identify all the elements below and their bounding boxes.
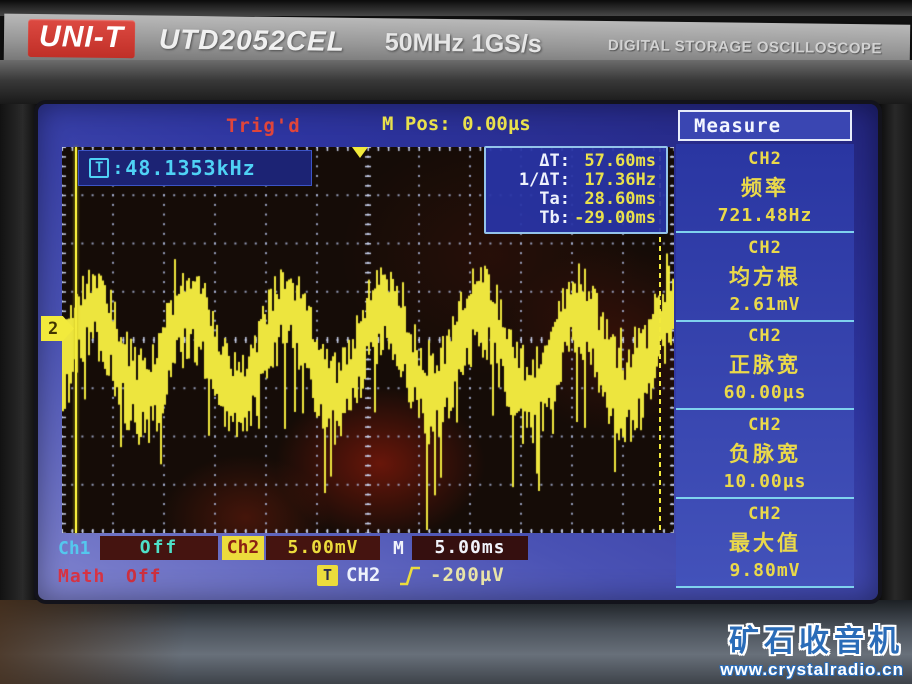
cursor-row-delta-t: ΔT: 57.60ms bbox=[492, 152, 656, 171]
trigger-t-icon: T bbox=[89, 158, 110, 178]
ch2-scale-box: 5.00mV bbox=[266, 536, 380, 560]
uni-t-logo: UNI-T bbox=[27, 18, 136, 59]
panel-value: 60.00µs bbox=[723, 382, 807, 404]
measure-menu: CH2 频率 721.48Hz CH2 均方根 2.61mV CH2 正脉宽 6… bbox=[676, 144, 854, 588]
rising-edge-icon bbox=[400, 566, 420, 586]
trigger-status-text: Trig'd bbox=[226, 115, 301, 137]
measure-panel-frequency[interactable]: CH2 频率 721.48Hz bbox=[676, 144, 854, 233]
panel-value: 721.48Hz bbox=[717, 204, 813, 226]
status-row-1: Ch1 Off Ch2 5.00mV M 5.00ms bbox=[38, 535, 674, 562]
math-label: Math bbox=[58, 566, 106, 587]
cursor-label: 1/ΔT: bbox=[518, 170, 570, 190]
panel-label: 负脉宽 bbox=[729, 442, 801, 467]
cursor-label: Ta: bbox=[539, 189, 570, 209]
panel-label: 均方根 bbox=[729, 264, 801, 289]
panel-value: 9.80mV bbox=[729, 560, 801, 582]
cursor-a-line bbox=[659, 147, 661, 533]
cursor-row-tb: Tb: -29.00ms bbox=[492, 209, 656, 228]
ch2-marker-number: 2 bbox=[48, 318, 59, 339]
oscilloscope-screen: Trig'd M Pos: 0.00µs Measure 2 T : 48.13… bbox=[38, 104, 878, 600]
panel-label: 正脉宽 bbox=[729, 353, 801, 378]
status-row-2: Math Off T CH2 -200µV bbox=[38, 562, 674, 592]
cursor-row-inv-delta-t: 1/ΔT: 17.36Hz bbox=[492, 171, 656, 190]
counter-colon: : bbox=[112, 157, 124, 179]
bezel-left bbox=[0, 104, 38, 602]
timebase-box: 5.00ms bbox=[412, 536, 528, 560]
watermark-url: www.crystalradio.cn bbox=[720, 660, 904, 679]
trigger-position-marker-icon bbox=[352, 147, 368, 158]
trigger-source: CH2 bbox=[346, 564, 381, 586]
bezel-right bbox=[878, 104, 912, 602]
cursor-row-ta: Ta: 28.60ms bbox=[492, 190, 656, 209]
model-text: UTD2052CEL bbox=[158, 23, 346, 57]
panel-value: 2.61mV bbox=[729, 293, 801, 315]
measure-panel-pos-width[interactable]: CH2 正脉宽 60.00µs bbox=[676, 322, 854, 411]
panel-channel: CH2 bbox=[748, 326, 782, 347]
brand-text: UNI-T bbox=[38, 20, 125, 55]
bezel-top-shadow bbox=[0, 0, 912, 16]
cursor-value: 28.60ms bbox=[584, 189, 656, 209]
watermark: 矿石收音机 www.crystalradio.cn bbox=[720, 616, 904, 680]
menu-title[interactable]: Measure bbox=[678, 110, 852, 141]
trigger-t-tag: T bbox=[317, 565, 338, 586]
math-status: Off bbox=[126, 566, 162, 587]
measure-panel-neg-width[interactable]: CH2 负脉宽 10.00µs bbox=[676, 410, 854, 500]
panel-channel: CH2 bbox=[748, 415, 782, 436]
panel-channel: CH2 bbox=[748, 237, 782, 258]
measure-panel-max[interactable]: CH2 最大值 9.80mV bbox=[676, 499, 854, 588]
device-type-text: DIGITAL STORAGE OSCILLOSCOPE bbox=[607, 36, 883, 57]
cursor-measure-box: ΔT: 57.60ms 1/ΔT: 17.36Hz Ta: 28.60ms Tb… bbox=[484, 146, 668, 234]
panel-label: 最大值 bbox=[729, 531, 801, 556]
cursor-value: 57.60ms bbox=[584, 151, 656, 171]
specs-text: 50MHz 1GS/s bbox=[384, 27, 542, 58]
ch1-status-box: Off bbox=[100, 536, 218, 560]
ch1-label: Ch1 bbox=[58, 538, 91, 559]
measure-panel-rms[interactable]: CH2 均方根 2.61mV bbox=[676, 233, 854, 322]
m-pos-readout: M Pos: 0.00µs bbox=[382, 113, 531, 135]
panel-channel: CH2 bbox=[748, 148, 782, 169]
panel-value: 10.00µs bbox=[723, 471, 807, 493]
panel-channel: CH2 bbox=[748, 504, 782, 525]
counter-value: 48.1353kHz bbox=[125, 156, 256, 180]
bezel-upper bbox=[0, 60, 912, 106]
frequency-counter: T : 48.1353kHz bbox=[78, 150, 312, 186]
watermark-title: 矿石收音机 bbox=[729, 625, 904, 658]
panel-label: 频率 bbox=[741, 175, 789, 200]
bezel-bottom-shade bbox=[0, 600, 260, 684]
cursor-value: -29.00ms bbox=[574, 208, 656, 228]
trigger-level: -200µV bbox=[430, 564, 505, 586]
timebase-label: M bbox=[393, 538, 404, 559]
cursor-value: 17.36Hz bbox=[584, 170, 656, 190]
cursor-label: ΔT: bbox=[539, 151, 570, 171]
cursor-b-line bbox=[75, 147, 77, 533]
cursor-label: Tb: bbox=[539, 208, 570, 228]
ch2-tag: Ch2 bbox=[222, 536, 264, 560]
